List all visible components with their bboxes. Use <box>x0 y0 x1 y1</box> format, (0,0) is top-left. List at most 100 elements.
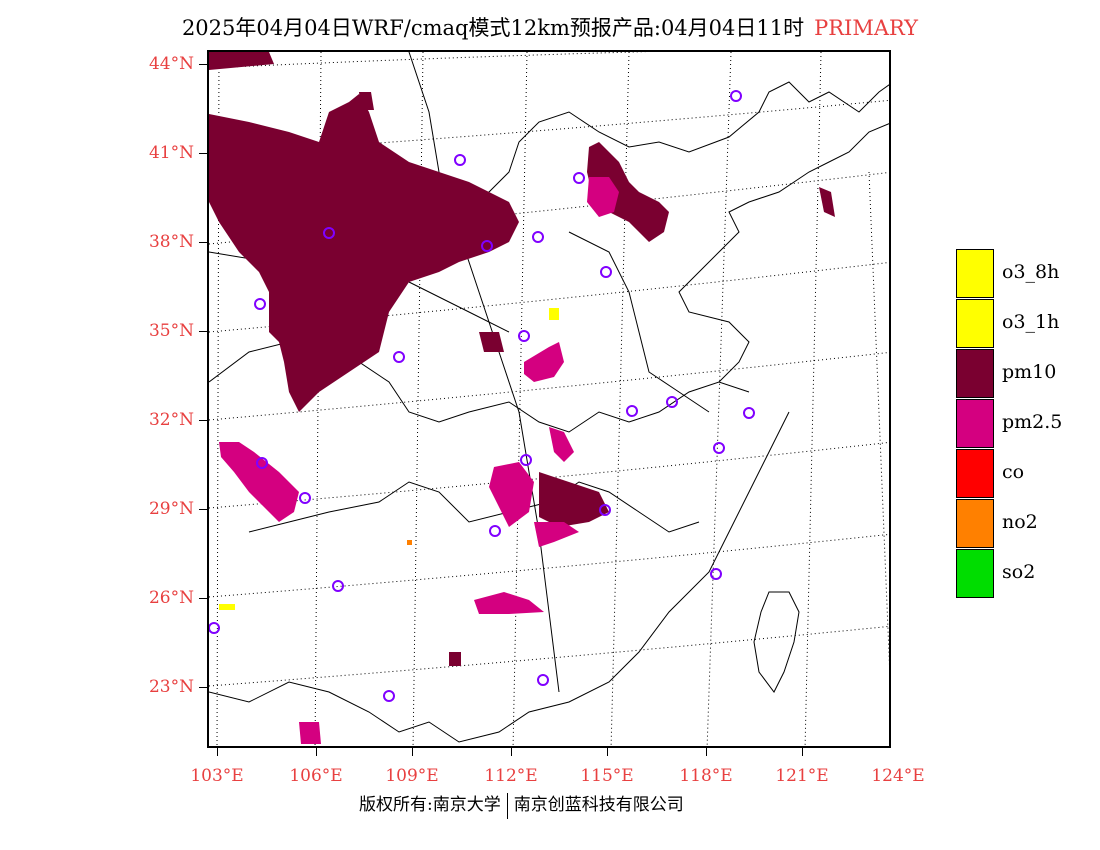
graticule-lon-124 <box>868 171 889 666</box>
lon-tick <box>607 748 608 756</box>
graticule-lat-26 <box>209 533 889 598</box>
lat-tick <box>199 598 207 599</box>
station-marker <box>537 674 549 686</box>
station-marker <box>666 396 678 408</box>
lat-tick <box>199 153 207 154</box>
station-marker <box>332 580 344 592</box>
graticule-lon-109 <box>412 52 424 746</box>
station-marker <box>710 568 722 580</box>
station-markers <box>209 90 755 702</box>
title-main: 2025年04月04日WRF/cmaq模式12km预报产品:04月04日11时 <box>181 16 805 40</box>
o3-patch-sw <box>219 604 235 610</box>
lat-label-26: 26°N <box>148 588 194 608</box>
o3-patch <box>549 308 559 320</box>
pm10-south-patch <box>449 652 461 666</box>
station-marker <box>743 407 755 419</box>
taiwan-outline <box>753 591 800 693</box>
station-marker <box>383 690 395 702</box>
station-marker <box>518 330 530 342</box>
legend-item-pm25: pm2.5 <box>956 399 1086 449</box>
copyright-right: 南京创蓝科技有限公司 <box>513 795 684 815</box>
station-marker <box>713 442 725 454</box>
lon-label-121: 121°E <box>775 766 829 786</box>
other-pollutant-patches <box>219 308 559 610</box>
graticule-lat-23 <box>209 625 889 687</box>
pm10-small-patch <box>359 92 374 110</box>
station-marker <box>481 240 493 252</box>
legend-label-o3-8h: o3_8h <box>1002 261 1060 283</box>
legend-item-so2: so2 <box>956 549 1086 599</box>
legend-label-so2: so2 <box>1002 561 1036 583</box>
map-area[interactable] <box>207 50 891 748</box>
lon-tick <box>412 748 413 756</box>
lat-tick <box>199 687 207 688</box>
shandong-region-border <box>568 231 710 413</box>
legend-swatch-co <box>956 449 994 498</box>
legend-label-pm25: pm2.5 <box>1002 411 1063 433</box>
graticule-lon-112 <box>512 52 528 746</box>
legend-item-o3-8h: o3_8h <box>956 249 1086 299</box>
copyright-footer: 版权所有:南京大学 南京创蓝科技有限公司 <box>359 790 684 819</box>
lon-label-118: 118°E <box>679 766 733 786</box>
graticule-lon-115 <box>610 52 630 746</box>
lon-tick <box>706 748 707 756</box>
legend-item-o3-1h: o3_1h <box>956 299 1086 349</box>
pm10-wuhan-region <box>539 472 609 527</box>
pm25-guangxi-patch <box>474 592 544 614</box>
pm10-north-patch <box>209 52 274 70</box>
copyright-left: 版权所有:南京大学 <box>359 795 501 815</box>
map-title: 2025年04月04日WRF/cmaq模式12km预报产品:04月04日11时 P… <box>0 12 1100 42</box>
lon-label-112: 112°E <box>484 766 538 786</box>
legend-swatch-pm25 <box>956 399 994 448</box>
graticule-lat-44 <box>209 52 652 69</box>
legend-swatch-o3-8h <box>956 249 994 298</box>
lon-label-106: 106°E <box>289 766 343 786</box>
station-marker <box>489 525 501 537</box>
south-coastline <box>209 411 790 743</box>
lat-label-35: 35°N <box>148 321 194 341</box>
pm25-jiangxi-patch <box>534 522 579 547</box>
map-canvas <box>209 52 889 746</box>
pm25-hubei-patch <box>549 427 574 462</box>
southern-region-border <box>248 481 700 533</box>
legend-label-o3-1h: o3_1h <box>1002 311 1060 333</box>
station-marker <box>730 90 742 102</box>
station-marker <box>393 351 405 363</box>
station-marker <box>454 154 466 166</box>
legend-label-pm10: pm10 <box>1002 361 1057 383</box>
lon-tick <box>316 748 317 756</box>
east-coastline <box>678 123 889 383</box>
lat-label-38: 38°N <box>148 232 194 252</box>
lat-label-32: 32°N <box>148 410 194 430</box>
lon-tick <box>802 748 803 756</box>
pm25-hunan-region <box>489 462 534 527</box>
pm10-central-patch <box>479 332 504 352</box>
legend-item-no2: no2 <box>956 499 1086 549</box>
station-marker <box>254 298 266 310</box>
pm25-south-patch <box>299 722 321 744</box>
pm25-beijing-patch <box>587 177 619 217</box>
no2-patch <box>407 540 412 545</box>
station-marker <box>532 231 544 243</box>
lat-tick <box>199 331 207 332</box>
graticule-lon-118 <box>706 52 732 746</box>
lon-label-109: 109°E <box>385 766 439 786</box>
station-marker <box>626 405 638 417</box>
pm10-beijing-region <box>587 142 669 242</box>
lat-label-23: 23°N <box>148 677 194 697</box>
graticule-lon-121 <box>804 52 822 746</box>
station-marker <box>299 492 311 504</box>
station-marker <box>599 504 611 516</box>
lon-label-124: 124°E <box>871 766 925 786</box>
pm10-northwest-region <box>209 94 519 412</box>
lon-label-115: 115°E <box>580 766 634 786</box>
lat-label-44: 44°N <box>148 54 194 74</box>
legend-swatch-no2 <box>956 499 994 548</box>
lat-tick <box>199 420 207 421</box>
pm25-sichuan-region <box>219 442 299 522</box>
graticule-lat-41 <box>209 99 889 156</box>
lon-label-103: 103°E <box>190 766 244 786</box>
legend-item-pm10: pm10 <box>956 349 1086 399</box>
station-marker <box>209 622 220 634</box>
pm10-east-patch <box>819 187 835 217</box>
